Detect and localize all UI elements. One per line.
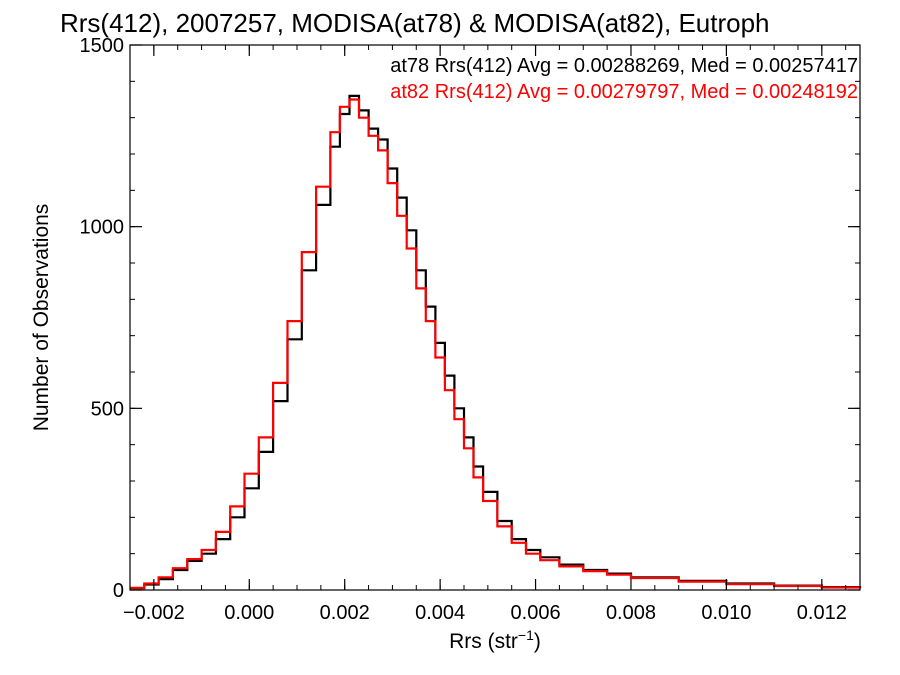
y-tick-label: 0 — [113, 580, 124, 602]
x-tick-label: 0.010 — [701, 602, 751, 624]
plot-frame — [129, 44, 861, 591]
x-axis-title-suffix: ) — [534, 630, 541, 653]
x-tick-label: −0.002 — [123, 602, 185, 624]
y-tick-label: 1500 — [80, 35, 125, 57]
x-tick-label: 0.008 — [606, 602, 656, 624]
legend-label-at78: at78 Rrs(412) Avg = 0.00288269, Med = 0.… — [390, 55, 858, 77]
series-line-at78 — [130, 94, 862, 590]
y-tick-label: 1000 — [80, 217, 125, 239]
x-tick-label: 0.000 — [224, 602, 274, 624]
legend: at78 Rrs(412) Avg = 0.00288269, Med = 0.… — [390, 55, 858, 103]
x-tick-label: 0.004 — [415, 602, 465, 624]
x-tick-label: 0.006 — [511, 602, 561, 624]
series-line-at82 — [130, 98, 862, 589]
chart-title: Rrs(412), 2007257, MODISA(at78) & MODISA… — [60, 8, 770, 38]
x-axis-title-main: Rrs (str — [449, 630, 518, 653]
x-axis: −0.002 0.000 0.002 0.004 0.006 0.008 0.010 0.01… — [123, 45, 847, 624]
y-tick-label: 500 — [91, 398, 124, 420]
y-axis: 0 500 1000 1500 — [80, 35, 860, 602]
legend-label-at82: at82 Rrs(412) Avg = 0.00279797, Med = 0.… — [390, 81, 858, 103]
series-layer — [130, 94, 862, 590]
x-tick-label: 0.002 — [320, 602, 370, 624]
x-axis-title: Rrs (str−1) — [449, 627, 541, 653]
x-tick-label: 0.012 — [797, 602, 847, 624]
y-axis-title: Number of Observations — [30, 204, 53, 432]
x-axis-title-superscript: −1 — [518, 627, 534, 643]
